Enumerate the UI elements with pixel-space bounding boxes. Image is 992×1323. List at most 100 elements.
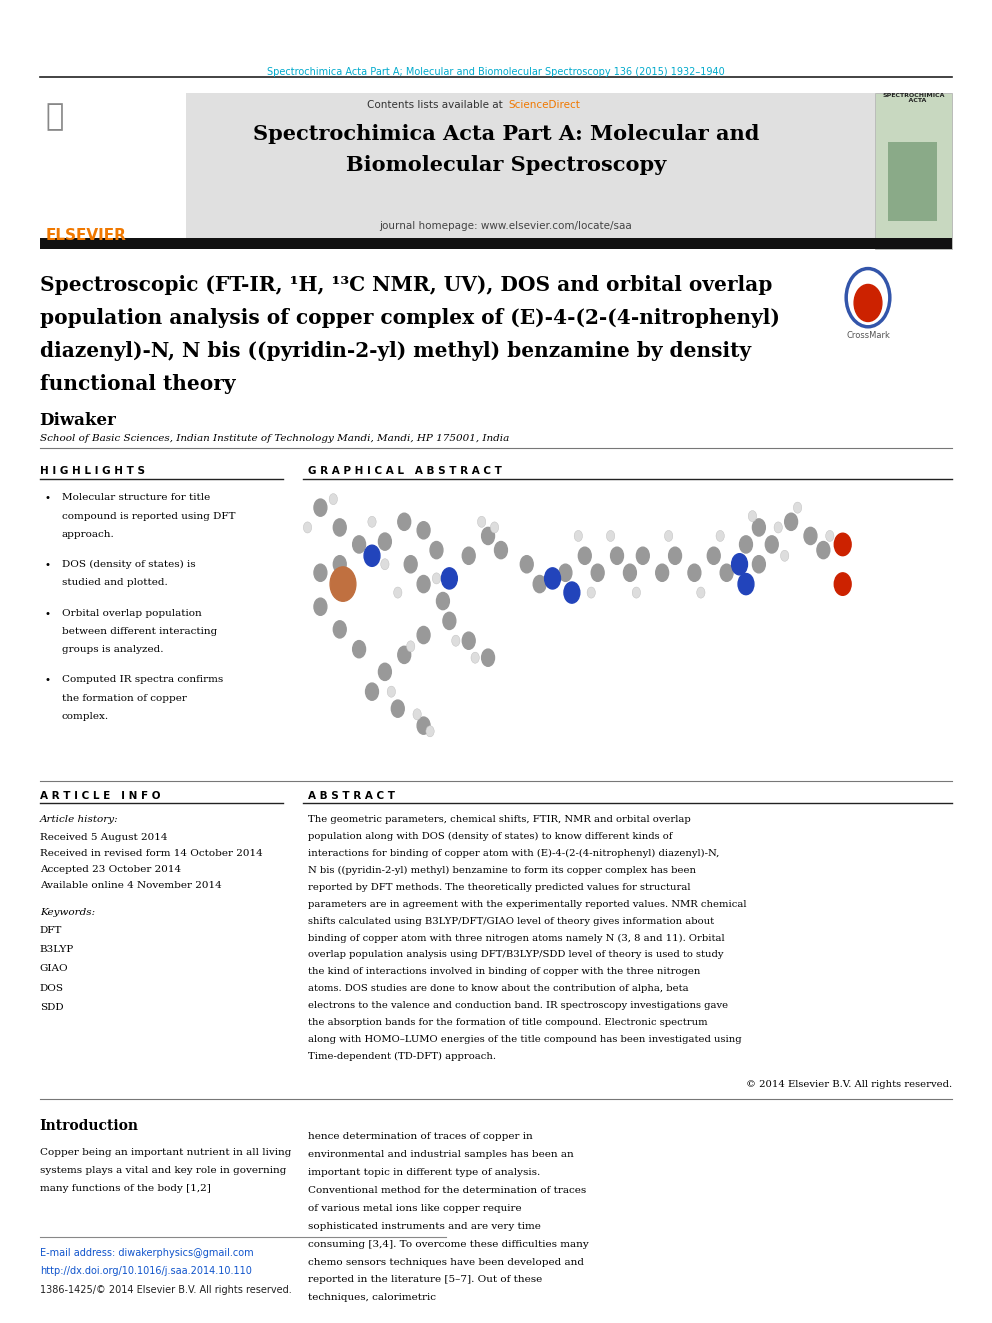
Bar: [40, 238, 952, 249]
Text: binding of copper atom with three nitrogen atoms namely N (3, 8 and 11). Orbital: binding of copper atom with three nitrog…: [308, 934, 724, 942]
Circle shape: [766, 536, 778, 553]
Text: DOS (density of states) is: DOS (density of states) is: [62, 560, 195, 569]
Text: SPECTROCHIMICA
    ACTA: SPECTROCHIMICA ACTA: [882, 93, 945, 103]
Circle shape: [379, 663, 391, 680]
Text: Spectroscopic (FT-IR, ¹H, ¹³C NMR, UV), DOS and orbital overlap: Spectroscopic (FT-IR, ¹H, ¹³C NMR, UV), …: [40, 275, 772, 295]
Circle shape: [545, 568, 560, 589]
Text: along with HOMO–LUMO energies of the title compound has been investigated using: along with HOMO–LUMO energies of the tit…: [308, 1035, 741, 1044]
Text: SDD: SDD: [40, 1003, 63, 1012]
Text: © 2014 Elsevier B.V. All rights reserved.: © 2014 Elsevier B.V. All rights reserved…: [746, 1080, 952, 1089]
Circle shape: [330, 566, 356, 601]
Circle shape: [785, 513, 798, 531]
Text: •: •: [45, 493, 51, 504]
Text: ScienceDirect: ScienceDirect: [508, 101, 579, 110]
Circle shape: [610, 548, 623, 565]
Circle shape: [381, 558, 389, 570]
Text: approach.: approach.: [62, 531, 114, 538]
Circle shape: [471, 652, 479, 663]
Circle shape: [834, 533, 851, 556]
Text: Conventional method for the determination of traces: Conventional method for the determinatio…: [308, 1187, 585, 1195]
Text: population along with DOS (density of states) to know different kinds of: population along with DOS (density of st…: [308, 832, 672, 841]
Circle shape: [752, 556, 765, 573]
Circle shape: [632, 587, 641, 598]
Circle shape: [379, 533, 391, 550]
Text: School of Basic Sciences, Indian Institute of Technology Mandi, Mandi, HP 175001: School of Basic Sciences, Indian Institu…: [40, 434, 509, 443]
Circle shape: [781, 550, 789, 561]
Text: population analysis of copper complex of (E)-4-(2-(4-nitrophenyl): population analysis of copper complex of…: [40, 308, 780, 328]
Text: •: •: [45, 560, 51, 570]
Text: diazenyl)-N, N bis ((pyridin-2-yl) methyl) benzamine by density: diazenyl)-N, N bis ((pyridin-2-yl) methy…: [40, 341, 751, 361]
Text: the formation of copper: the formation of copper: [62, 693, 186, 703]
Text: CrossMark: CrossMark: [846, 331, 890, 340]
Text: H I G H L I G H T S: H I G H L I G H T S: [40, 466, 145, 476]
Text: A R T I C L E   I N F O: A R T I C L E I N F O: [40, 791, 160, 802]
Circle shape: [854, 284, 882, 321]
Circle shape: [696, 587, 705, 598]
Text: A B S T R A C T: A B S T R A C T: [308, 791, 395, 802]
Circle shape: [417, 626, 431, 643]
Circle shape: [313, 499, 326, 516]
Text: Molecular structure for title: Molecular structure for title: [62, 493, 209, 503]
Circle shape: [731, 553, 748, 574]
Text: Computed IR spectra confirms: Computed IR spectra confirms: [62, 675, 223, 684]
Text: 1386-1425/© 2014 Elsevier B.V. All rights reserved.: 1386-1425/© 2014 Elsevier B.V. All right…: [40, 1285, 292, 1295]
Circle shape: [494, 541, 507, 558]
Circle shape: [752, 519, 765, 536]
Text: Contents lists available at: Contents lists available at: [367, 101, 506, 110]
Text: techniques, calorimetric: techniques, calorimetric: [308, 1294, 435, 1302]
Circle shape: [656, 564, 669, 581]
Circle shape: [578, 548, 591, 565]
Circle shape: [774, 521, 783, 533]
Circle shape: [417, 576, 431, 593]
Circle shape: [591, 564, 604, 581]
Text: sophisticated instruments and are very time: sophisticated instruments and are very t…: [308, 1222, 541, 1230]
Text: shifts calculated using B3LYP/DFT/GIAO level of theory gives information about: shifts calculated using B3LYP/DFT/GIAO l…: [308, 917, 713, 926]
Text: The geometric parameters, chemical shifts, FTIR, NMR and orbital overlap: The geometric parameters, chemical shift…: [308, 815, 690, 824]
Circle shape: [520, 556, 533, 573]
Text: Time-dependent (TD-DFT) approach.: Time-dependent (TD-DFT) approach.: [308, 1052, 496, 1061]
Circle shape: [333, 556, 346, 573]
Text: the kind of interactions involved in binding of copper with the three nitrogen: the kind of interactions involved in bin…: [308, 967, 700, 976]
Circle shape: [559, 564, 571, 581]
Circle shape: [433, 573, 440, 583]
Circle shape: [398, 646, 411, 663]
Text: interactions for binding of copper atom with (E)-4-(2-(4-nitrophenyl) diazenyl)-: interactions for binding of copper atom …: [308, 849, 719, 857]
Circle shape: [353, 536, 365, 553]
Circle shape: [533, 576, 546, 593]
Text: http://dx.doi.org/10.1016/j.saa.2014.10.110: http://dx.doi.org/10.1016/j.saa.2014.10.…: [40, 1266, 252, 1277]
Circle shape: [441, 568, 457, 589]
Text: hence determination of traces of copper in: hence determination of traces of copper …: [308, 1132, 533, 1142]
Text: E-mail address: diwakerphysics@gmail.com: E-mail address: diwakerphysics@gmail.com: [40, 1248, 253, 1258]
Text: G R A P H I C A L   A B S T R A C T: G R A P H I C A L A B S T R A C T: [308, 466, 501, 476]
Circle shape: [413, 709, 422, 720]
Circle shape: [665, 531, 673, 541]
Circle shape: [804, 528, 816, 545]
Circle shape: [398, 513, 411, 531]
Text: Keywords:: Keywords:: [40, 908, 95, 917]
Text: Introduction: Introduction: [40, 1119, 139, 1134]
Text: 🌳: 🌳: [46, 102, 63, 131]
Text: studied and plotted.: studied and plotted.: [62, 578, 168, 587]
Text: Copper being an important nutrient in all living: Copper being an important nutrient in al…: [40, 1148, 291, 1158]
Circle shape: [436, 593, 449, 610]
Text: Received 5 August 2014: Received 5 August 2014: [40, 833, 168, 843]
Text: Spectrochimica Acta Part A; Molecular and Biomolecular Spectroscopy 136 (2015) 1: Spectrochimica Acta Part A; Molecular an…: [267, 67, 725, 78]
Text: electrons to the valence and conduction band. IR spectroscopy investigations gav: electrons to the valence and conduction …: [308, 1002, 728, 1011]
Circle shape: [364, 545, 380, 566]
Text: atoms. DOS studies are done to know about the contribution of alpha, beta: atoms. DOS studies are done to know abou…: [308, 984, 688, 994]
Circle shape: [563, 582, 579, 603]
Text: consuming [3,4]. To overcome these difficulties many: consuming [3,4]. To overcome these diffi…: [308, 1240, 588, 1249]
Circle shape: [477, 516, 486, 528]
Text: journal homepage: www.elsevier.com/locate/saa: journal homepage: www.elsevier.com/locat…: [380, 221, 632, 232]
Circle shape: [740, 536, 752, 553]
Text: complex.: complex.: [62, 712, 109, 721]
Text: the absorption bands for the formation of title compound. Electronic spectrum: the absorption bands for the formation o…: [308, 1019, 707, 1027]
Text: N bis ((pyridin-2-yl) methyl) benzamine to form its copper complex has been: N bis ((pyridin-2-yl) methyl) benzamine …: [308, 865, 695, 875]
Circle shape: [394, 587, 402, 598]
Text: Accepted 23 October 2014: Accepted 23 October 2014: [40, 865, 181, 875]
Bar: [888, 161, 937, 221]
Circle shape: [574, 531, 582, 541]
Circle shape: [329, 493, 337, 504]
Circle shape: [482, 650, 494, 667]
Text: of various metal ions like copper require: of various metal ions like copper requir…: [308, 1204, 521, 1213]
